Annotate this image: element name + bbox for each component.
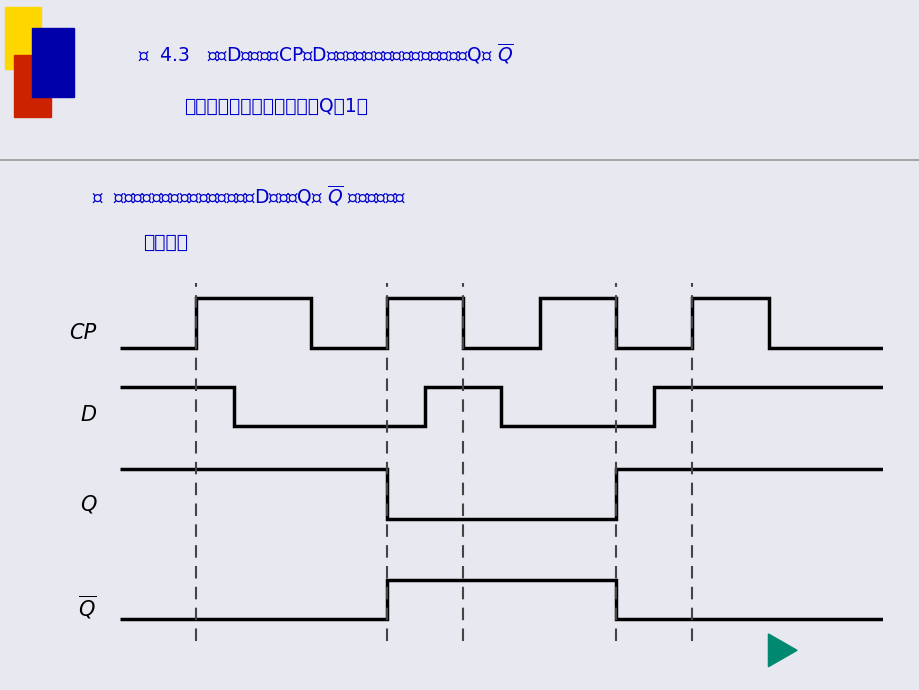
Text: $\overline{Q}$: $\overline{Q}$ (78, 594, 96, 622)
Bar (32, 28, 74, 97)
Polygon shape (767, 634, 796, 667)
Text: 的波形。设触发器初始状态Q为1。: 的波形。设触发器初始状态Q为1。 (184, 97, 368, 116)
Bar (5, 7, 41, 69)
Text: 例  4.3   已知D触发器的CP和D波形，如下图所示，试画出输出端Q和 $\overline{Q}$: 例 4.3 已知D触发器的CP和D波形，如下图所示，试画出输出端Q和 $\ove… (138, 41, 513, 66)
Bar (14, 55, 51, 117)
Text: CP: CP (69, 323, 96, 343)
Text: 解  根据触发器特性表可以很容易画出D触发器Q和 $\overline{Q}$ 的波形，如下: 解 根据触发器特性表可以很容易画出D触发器Q和 $\overline{Q}$ 的… (92, 184, 406, 208)
Text: 图所示。: 图所示。 (142, 233, 187, 252)
Text: Q: Q (80, 494, 96, 514)
Text: D: D (81, 404, 96, 424)
